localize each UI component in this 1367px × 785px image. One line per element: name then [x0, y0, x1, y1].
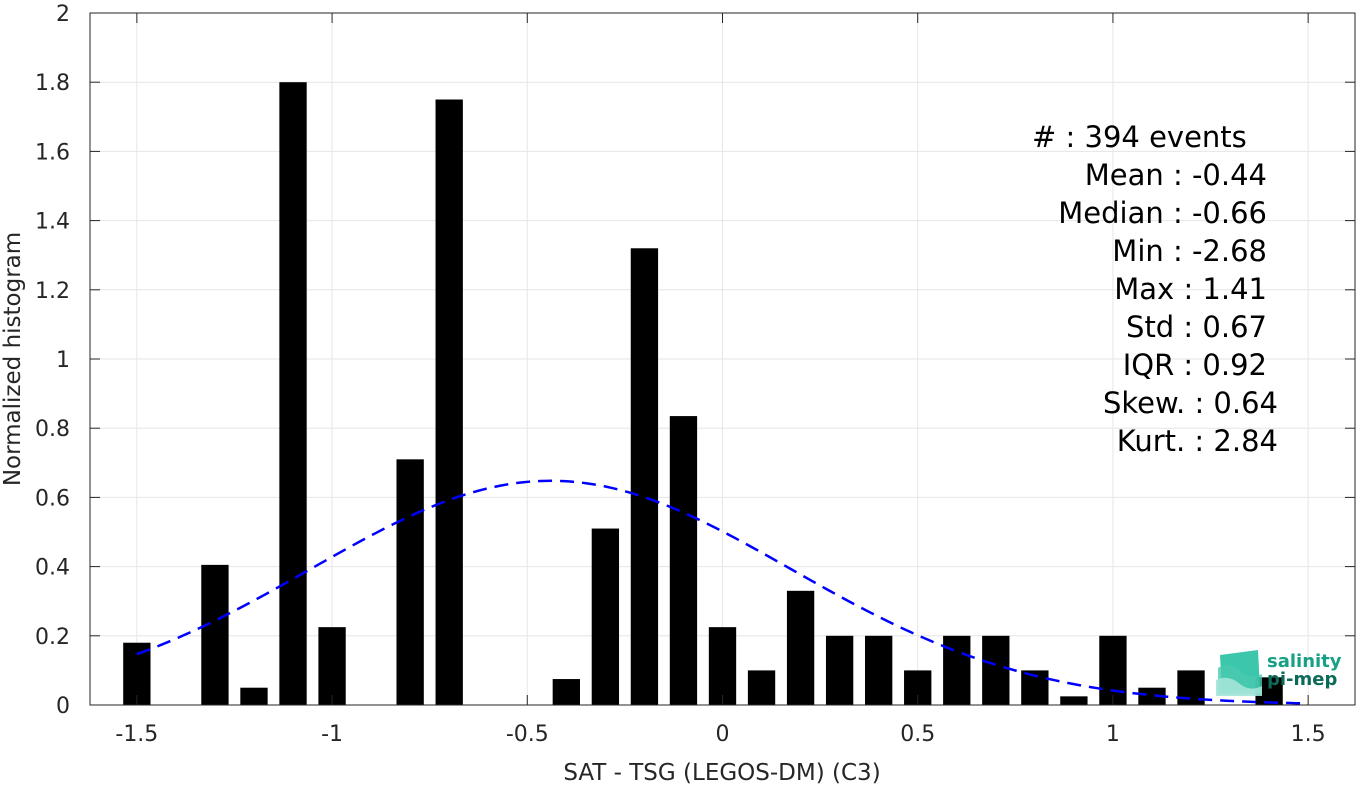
logo-line2: pi-mep: [1267, 669, 1337, 690]
y-tick-label: 1.8: [35, 71, 70, 96]
histogram-bar: [1138, 687, 1166, 705]
histogram-bar: [747, 670, 776, 705]
y-axis-label: Normalized histogram: [0, 232, 26, 486]
stat-mean: Mean : -0.44: [1085, 158, 1267, 192]
histogram-bar: [630, 248, 659, 705]
y-tick-label: 1.4: [35, 210, 70, 235]
wave-logo-icon: [1216, 650, 1262, 696]
histogram-bar: [865, 635, 893, 705]
y-tick-label: 1.2: [35, 279, 70, 304]
y-tick-label: 0: [56, 694, 70, 719]
stat-iqr: IQR : 0.92: [1123, 348, 1267, 382]
histogram-bar: [318, 627, 346, 705]
x-tick-label: 0.5: [900, 722, 935, 747]
histogram-bar: [240, 687, 268, 705]
y-tick-label: 2: [56, 2, 70, 27]
histogram-bar: [552, 679, 580, 705]
x-tick-label: -1: [321, 722, 343, 747]
axis-ticks: [90, 12, 1355, 706]
logo-line1: salinity: [1267, 651, 1342, 672]
stat-events: # : 394 events: [1032, 120, 1247, 154]
stats-box: # : 394 events Mean : -0.44 Median : -0.…: [1032, 120, 1278, 458]
stat-min: Min : -2.68: [1112, 234, 1267, 268]
histogram-bar: [279, 82, 307, 705]
salinity-pimep-logo: salinity pi-mep: [1216, 650, 1342, 696]
histogram-bar: [786, 590, 815, 705]
histogram-bar: [1099, 635, 1127, 705]
y-tick-label: 0.2: [35, 625, 70, 650]
histogram-bar: [669, 416, 698, 705]
stat-std: Std : 0.67: [1126, 310, 1267, 344]
histogram-bar: [943, 635, 971, 705]
histogram-bar: [396, 459, 424, 705]
x-axis-label: SAT - TSG (LEGOS-DM) (C3): [563, 760, 880, 785]
y-tick-label: 0.4: [35, 556, 70, 581]
y-tick-label: 1: [56, 348, 70, 373]
histogram-bar: [1060, 696, 1088, 705]
stat-median: Median : -0.66: [1058, 196, 1267, 230]
y-tick-label: 0.8: [35, 417, 70, 442]
y-tick-label: 1.6: [35, 140, 70, 165]
histogram-bar: [708, 627, 737, 705]
y-tick-labels: 0 0.2 0.4 0.6 0.8 1 1.2 1.4 1.6 1.8 2: [35, 2, 70, 719]
histogram-bar: [435, 99, 463, 705]
stat-skew: Skew. : 0.64: [1103, 386, 1278, 420]
x-tick-label: 1: [1106, 722, 1120, 747]
histogram-bar: [825, 635, 854, 705]
histogram-bars: [123, 82, 1283, 705]
stat-kurt: Kurt. : 2.84: [1117, 424, 1278, 458]
x-tick-label: 0: [716, 722, 730, 747]
y-tick-label: 0.6: [35, 486, 70, 511]
histogram-bar: [982, 635, 1010, 705]
x-tick-label: -0.5: [506, 722, 549, 747]
histogram-bar: [201, 564, 229, 705]
gaussian-fit-curve: [136, 479, 1309, 705]
x-tick-label: -1.5: [115, 722, 158, 747]
x-tick-label: 1.5: [1291, 722, 1326, 747]
x-tick-labels: -1.5 -1 -0.5 0 0.5 1 1.5: [115, 722, 1325, 747]
stat-max: Max : 1.41: [1114, 272, 1267, 306]
histogram-bar: [591, 528, 620, 705]
